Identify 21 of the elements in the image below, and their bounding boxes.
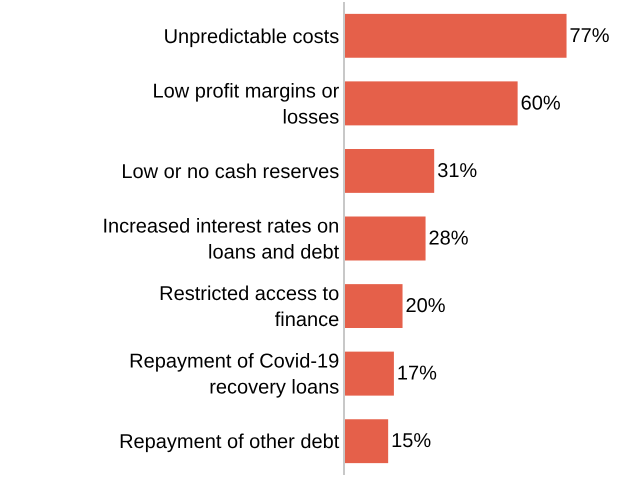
data-label: 20% — [406, 295, 446, 318]
y-tick-label: Low profit margins or losses — [152, 80, 340, 128]
bar — [345, 14, 567, 58]
bar — [345, 419, 388, 464]
y-tick-label: Low or no cash reserves — [121, 160, 340, 183]
data-label: 17% — [396, 362, 438, 385]
data-label: 31% — [437, 160, 478, 182]
data-label: 15% — [391, 430, 432, 452]
data-label: 28% — [428, 228, 469, 250]
y-tick-label: Unpredictable costs — [164, 26, 340, 48]
data-label: 60% — [520, 92, 561, 114]
data-label: 77% — [570, 24, 610, 47]
bar — [345, 81, 518, 126]
bar — [345, 216, 426, 260]
bar — [345, 352, 394, 396]
y-tick-label: Repayment of other debt — [119, 431, 340, 454]
bar — [345, 284, 403, 328]
y-tick-label: Restricted access to finance — [159, 283, 340, 332]
bar — [345, 148, 434, 193]
y-tick-label: Repayment of Covid-19 recovery loans — [129, 350, 340, 399]
y-tick-label: Increased interest rates on loans and debt — [102, 216, 340, 264]
